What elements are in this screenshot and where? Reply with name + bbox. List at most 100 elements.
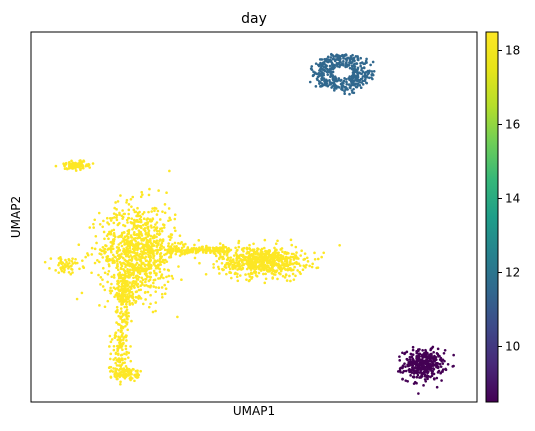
data-point: [355, 62, 359, 65]
data-point: [122, 277, 126, 280]
data-point: [141, 269, 145, 273]
data-point: [136, 369, 139, 373]
data-point: [130, 296, 134, 299]
data-point: [111, 253, 115, 257]
data-point: [264, 256, 268, 260]
data-point: [348, 66, 352, 70]
data-point: [426, 355, 430, 358]
data-point: [162, 226, 166, 229]
data-point: [154, 207, 158, 210]
data-point: [238, 265, 242, 268]
data-point: [116, 310, 119, 314]
data-point: [423, 368, 427, 371]
data-point: [109, 232, 112, 236]
data-point: [90, 271, 93, 275]
data-point: [117, 289, 121, 292]
data-point: [360, 77, 364, 80]
data-point: [345, 61, 348, 64]
data-point: [418, 363, 422, 366]
data-point: [277, 263, 281, 266]
data-point: [130, 255, 134, 259]
data-point: [91, 162, 95, 165]
data-point: [66, 167, 69, 171]
data-point: [316, 257, 320, 261]
data-point: [250, 265, 254, 269]
data-point: [218, 256, 221, 260]
data-point: [116, 223, 120, 227]
data-point: [303, 252, 307, 255]
data-point: [114, 201, 117, 204]
data-point: [247, 272, 250, 276]
data-point: [139, 280, 142, 283]
data-point: [279, 254, 282, 257]
colorbar-tick-label: 12: [505, 266, 520, 280]
data-point: [114, 334, 118, 338]
data-point: [163, 248, 167, 252]
data-point: [326, 73, 330, 76]
data-point: [128, 240, 132, 243]
data-point: [415, 381, 418, 385]
data-point: [285, 279, 289, 282]
data-point: [363, 79, 367, 83]
data-point: [410, 353, 413, 356]
data-point: [263, 238, 267, 242]
data-point: [150, 210, 153, 213]
data-point: [117, 353, 120, 356]
data-point: [153, 209, 156, 213]
data-point: [112, 212, 116, 215]
data-point: [125, 353, 128, 356]
data-point: [90, 253, 94, 256]
data-point: [221, 268, 225, 272]
data-point: [149, 265, 153, 269]
data-point: [332, 79, 336, 83]
data-point: [204, 251, 208, 255]
data-point: [128, 268, 132, 272]
data-point: [123, 305, 126, 309]
data-point: [198, 246, 201, 249]
data-point: [132, 299, 136, 302]
data-point: [277, 253, 280, 257]
data-point: [337, 77, 341, 80]
data-point: [180, 241, 183, 244]
data-point: [114, 356, 117, 360]
data-point: [126, 221, 129, 224]
data-point: [117, 276, 121, 280]
data-point: [163, 203, 167, 206]
data-point: [426, 351, 429, 355]
data-point: [134, 239, 138, 243]
data-point: [115, 321, 118, 324]
data-point: [410, 371, 414, 374]
data-point: [294, 274, 297, 278]
data-point: [223, 249, 226, 253]
data-point: [322, 62, 326, 66]
data-point: [133, 379, 136, 383]
data-point: [218, 242, 222, 245]
data-point: [146, 233, 150, 237]
data-point: [324, 66, 328, 70]
data-point: [140, 239, 143, 242]
data-point: [129, 345, 132, 348]
data-point: [126, 275, 130, 278]
data-point: [119, 380, 122, 384]
data-point: [62, 162, 65, 165]
data-point: [321, 78, 324, 81]
data-point: [127, 371, 130, 374]
data-point: [234, 261, 237, 265]
data-point: [438, 362, 442, 366]
data-point: [329, 67, 333, 71]
data-point: [224, 245, 228, 249]
data-point: [122, 338, 125, 341]
data-point: [349, 86, 352, 90]
data-point: [106, 248, 110, 251]
data-point: [132, 226, 136, 229]
data-point: [407, 362, 411, 366]
data-point: [232, 263, 236, 267]
data-point: [313, 72, 317, 75]
data-point: [163, 292, 167, 296]
data-point: [131, 227, 134, 231]
data-point: [166, 244, 170, 248]
data-point: [238, 257, 241, 260]
data-point: [256, 253, 260, 256]
data-point: [129, 376, 133, 379]
data-point: [359, 64, 362, 68]
